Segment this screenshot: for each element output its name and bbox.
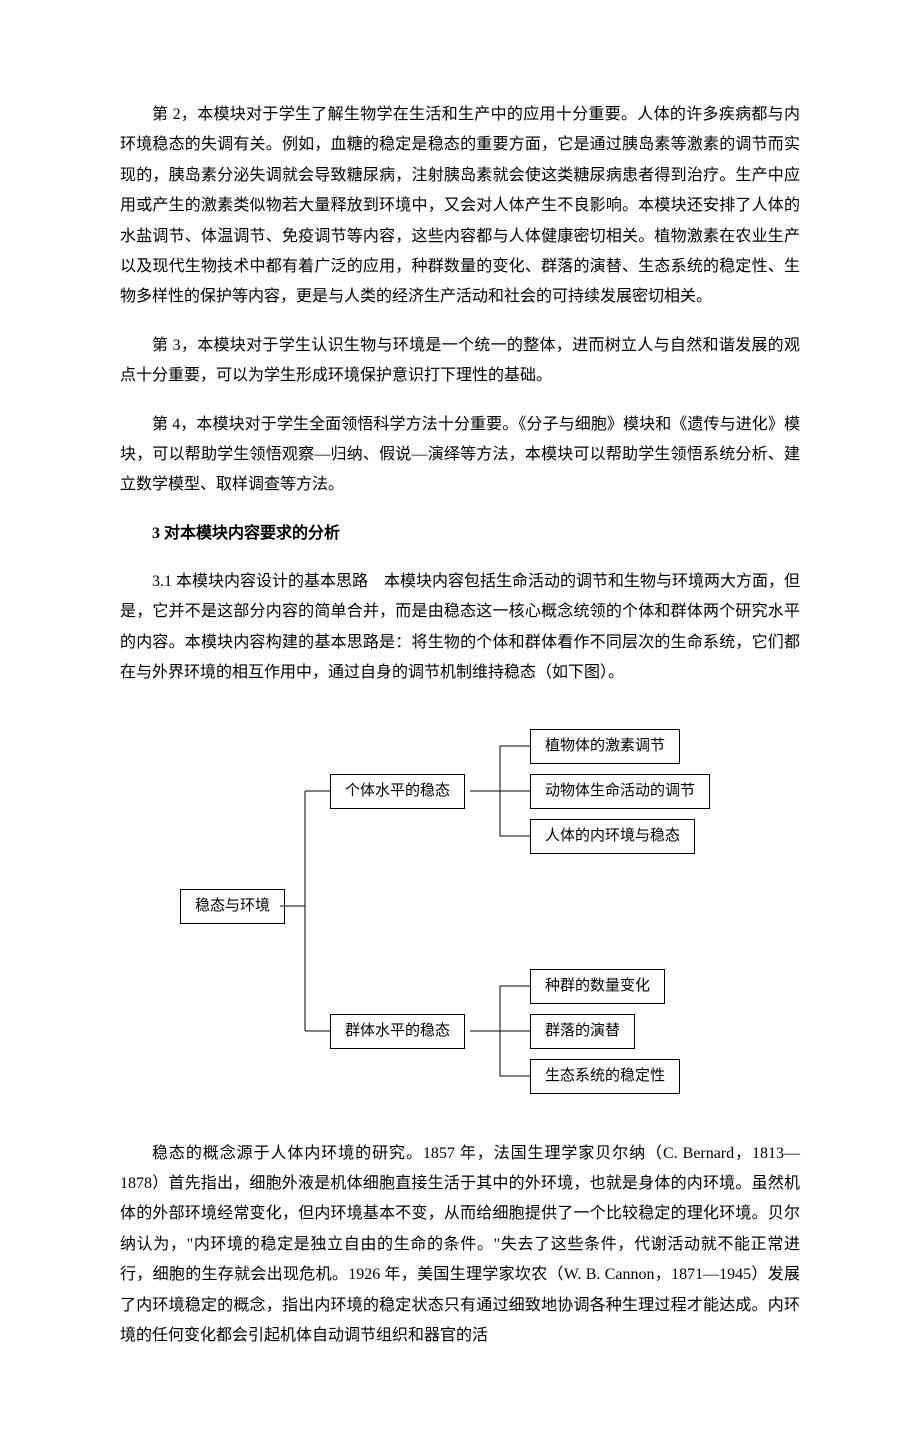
diagram-node-leaf5: 群落的演替 bbox=[530, 1014, 635, 1049]
diagram-node-leaf3: 人体的内环境与稳态 bbox=[530, 819, 695, 854]
concept-diagram: 稳态与环境 个体水平的稳态群体水平的稳态 植物体的激素调节动物体生命活动的调节人体的… bbox=[120, 719, 800, 1099]
paragraph-3: 第 3，本模块对于学生认识生物与环境是一个统一的整体，进而树立人与自然和谐发展的… bbox=[120, 331, 800, 392]
diagram-node-leaf4: 种群的数量变化 bbox=[530, 969, 665, 1004]
paragraph-4: 第 4，本模块对于学生全面领悟科学方法十分重要。《分子与细胞》模块和《遗传与进化… bbox=[120, 410, 800, 501]
paragraph-history: 稳态的概念源于人体内环境的研究。1857 年，法国生理学家贝尔纳（C. Bern… bbox=[120, 1139, 800, 1352]
diagram-node-indiv: 个体水平的稳态 bbox=[330, 774, 465, 809]
paragraph-2: 第 2，本模块对于学生了解生物学在生活和生产中的应用十分重要。人体的许多疾病都与… bbox=[120, 100, 800, 313]
section-heading-3: 3 对本模块内容要求的分析 bbox=[120, 519, 800, 549]
diagram-node-group: 群体水平的稳态 bbox=[330, 1014, 465, 1049]
diagram-node-root: 稳态与环境 bbox=[180, 889, 285, 924]
diagram-node-leaf6: 生态系统的稳定性 bbox=[530, 1059, 680, 1094]
paragraph-3-1: 3.1 本模块内容设计的基本思路 本模块内容包括生命活动的调节和生物与环境两大方… bbox=[120, 567, 800, 689]
diagram-node-leaf2: 动物体生命活动的调节 bbox=[530, 774, 710, 809]
diagram-node-leaf1: 植物体的激素调节 bbox=[530, 729, 680, 764]
